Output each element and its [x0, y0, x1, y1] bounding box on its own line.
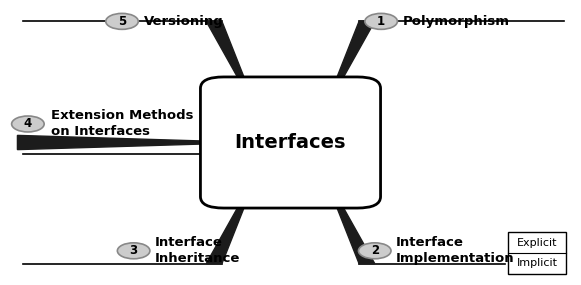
Text: 5: 5 [118, 15, 126, 28]
Text: Explicit: Explicit [517, 238, 558, 248]
Bar [508, 232, 566, 274]
Text: Interface
Implementation: Interface Implementation [396, 236, 515, 265]
Text: 1: 1 [377, 15, 385, 28]
Circle shape [358, 243, 391, 259]
Text: 2: 2 [371, 244, 379, 257]
Polygon shape [321, 21, 375, 117]
Text: Interfaces: Interfaces [235, 133, 346, 152]
Polygon shape [206, 21, 260, 117]
Polygon shape [206, 168, 260, 264]
Text: Polymorphism: Polymorphism [403, 15, 510, 28]
Text: Extension Methods
on Interfaces: Extension Methods on Interfaces [51, 109, 193, 139]
Circle shape [12, 116, 44, 132]
Text: 3: 3 [130, 244, 138, 257]
Text: Implicit: Implicit [517, 258, 558, 268]
Polygon shape [321, 168, 375, 264]
Text: Versioning: Versioning [144, 15, 223, 28]
Polygon shape [17, 135, 253, 150]
Text: Interface
Inheritance: Interface Inheritance [155, 236, 241, 265]
Text: 4: 4 [24, 117, 32, 131]
FancyBboxPatch shape [200, 77, 381, 208]
Circle shape [365, 13, 397, 29]
Circle shape [117, 243, 150, 259]
Circle shape [106, 13, 138, 29]
